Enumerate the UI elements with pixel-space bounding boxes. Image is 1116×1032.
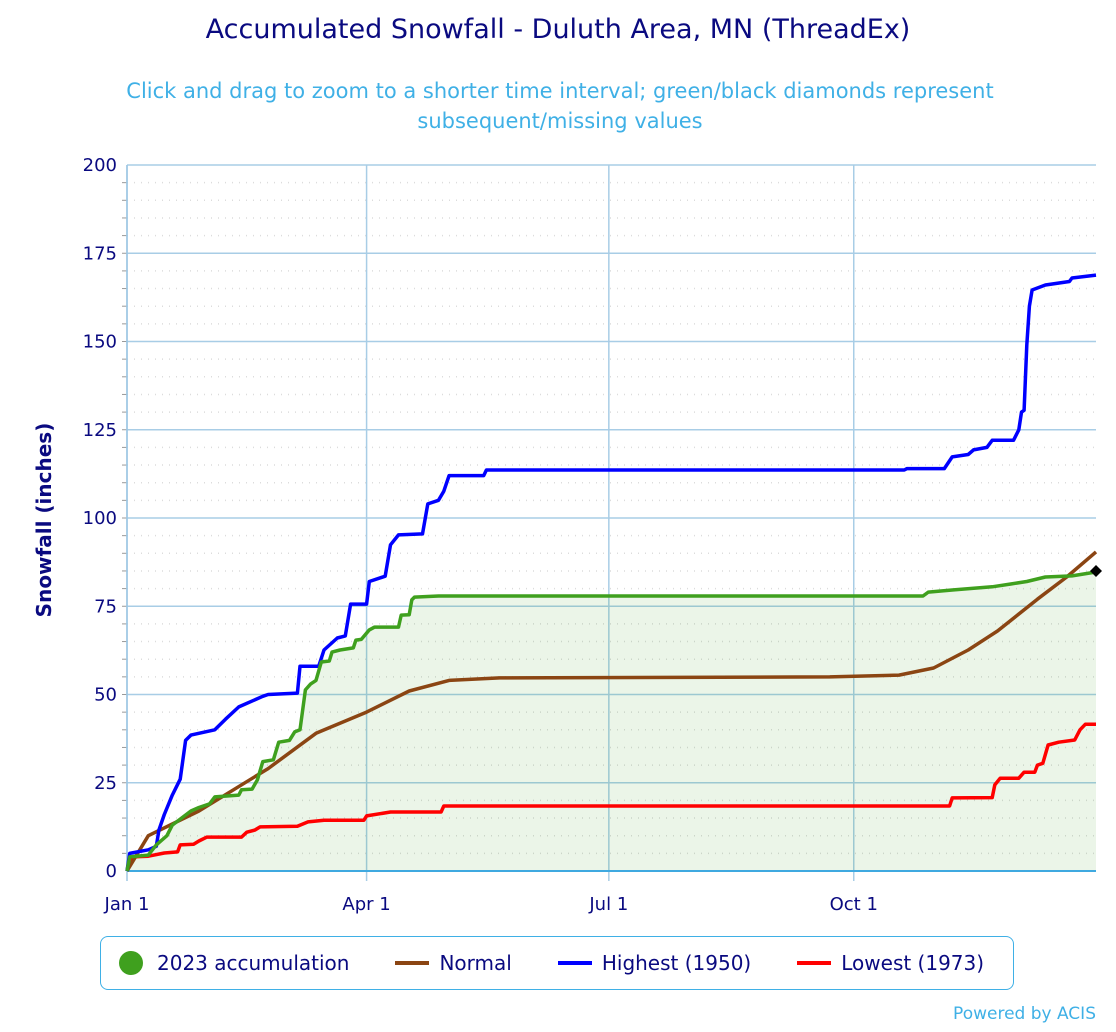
- legend-label: 2023 accumulation: [157, 951, 350, 975]
- y-tick-label: 125: [83, 420, 117, 441]
- x-tick-label: Apr 1: [342, 894, 390, 915]
- y-axis-title: Snowfall (inches): [32, 423, 56, 618]
- x-tick-label: Jul 1: [588, 894, 628, 915]
- x-tick-label: Jan 1: [104, 894, 150, 915]
- legend-item[interactable]: 2023 accumulation: [119, 951, 349, 975]
- y-tick-label: 100: [83, 508, 117, 529]
- y-tick-label: 75: [94, 596, 117, 617]
- legend-line-icon: [395, 961, 430, 965]
- series-line-lowest-1973: [125, 722, 1096, 872]
- legend: 2023 accumulation Normal Highest (1950) Low…: [100, 936, 1014, 990]
- legend-item[interactable]: Highest (1950): [557, 951, 752, 975]
- series-fill-2023: [127, 572, 1096, 871]
- legend-circle-icon: [119, 951, 143, 975]
- series-line-normal: [125, 550, 1098, 872]
- y-tick-label: 50: [94, 685, 117, 706]
- y-tick-label: 150: [83, 332, 117, 353]
- legend-label: Lowest (1973): [841, 951, 985, 975]
- series-line-highest-1950: [125, 273, 1097, 872]
- diamond-marker: [1090, 564, 1102, 577]
- y-tick-label: 175: [83, 243, 117, 264]
- legend-line-icon: [557, 961, 592, 965]
- legend-line-icon: [797, 961, 832, 965]
- y-tick-label: 25: [94, 773, 117, 794]
- y-tick-label: 0: [106, 861, 117, 882]
- credit-link[interactable]: Powered by ACIS: [953, 1004, 1096, 1024]
- chart-subtitle: Click and drag to zoom to a shorter time…: [126, 79, 994, 133]
- chart-title: Accumulated Snowfall - Duluth Area, MN (…: [205, 14, 911, 45]
- legend-label: Highest (1950): [601, 951, 752, 975]
- legend-label: Normal: [439, 951, 512, 975]
- y-tick-label: 200: [83, 155, 117, 176]
- legend-item[interactable]: Normal: [395, 951, 512, 975]
- series-line-2023-accumulation: [125, 570, 1097, 872]
- legend-item[interactable]: Lowest (1973): [797, 951, 984, 975]
- x-tick-label: Oct 1: [830, 894, 878, 915]
